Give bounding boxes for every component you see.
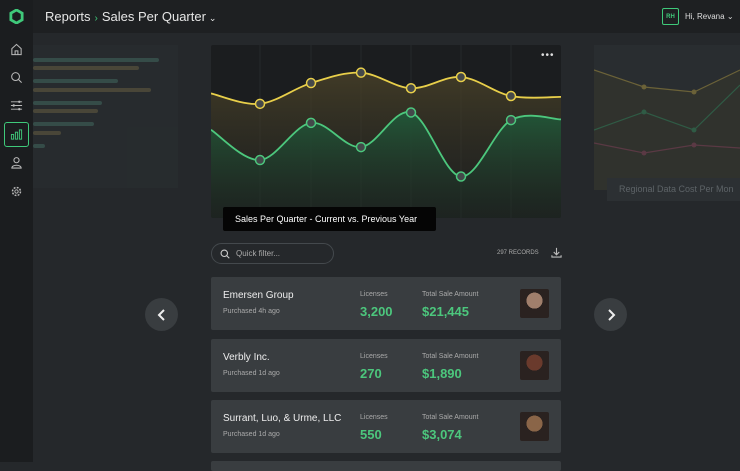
breadcrumb: Reports › Sales Per Quarter ⌄ bbox=[45, 9, 216, 24]
data-point bbox=[405, 83, 417, 94]
side-chart-lines bbox=[593, 69, 740, 190]
user-avatar[interactable]: RH bbox=[662, 8, 679, 25]
next-chart-preview[interactable] bbox=[593, 45, 740, 190]
total-label: Total Sale Amount bbox=[422, 352, 479, 360]
greeting: Hi, Revana bbox=[685, 12, 725, 21]
search-icon bbox=[11, 72, 22, 83]
licenses-value: 550 bbox=[360, 427, 382, 442]
sidebar-item-users[interactable] bbox=[4, 150, 29, 175]
logo-icon bbox=[9, 9, 24, 24]
purchased-time: Purchased 1d ago bbox=[223, 369, 280, 377]
home-icon bbox=[11, 43, 22, 56]
sale-card[interactable]: Verbly Inc. Purchased 1d ago Licenses 27… bbox=[211, 338, 561, 392]
sales-chart bbox=[211, 45, 561, 218]
company-name: Verbly Inc. bbox=[223, 351, 270, 363]
purchased-time: Purchased 4h ago bbox=[223, 308, 280, 315]
licenses-value: 3,200 bbox=[360, 304, 393, 319]
user-menu[interactable]: Hi, Revana ⌄ bbox=[685, 12, 734, 21]
data-point bbox=[305, 77, 317, 89]
chevron-right-icon bbox=[607, 308, 615, 321]
data-point bbox=[505, 114, 517, 126]
customer-avatar bbox=[520, 350, 549, 380]
side-chart-title: Regional Data Cost Per Mon bbox=[607, 178, 740, 201]
company-name: Emersen Group bbox=[223, 290, 294, 301]
total-value: $3,074 bbox=[422, 427, 462, 442]
bar-chart-icon bbox=[10, 129, 23, 140]
next-button[interactable] bbox=[594, 298, 627, 331]
data-point bbox=[455, 171, 467, 182]
data-point bbox=[254, 154, 266, 166]
chevron-down-icon: ⌄ bbox=[726, 12, 734, 21]
quick-filter-placeholder: Quick filter... bbox=[236, 249, 281, 258]
top-bar: Reports › Sales Per Quarter ⌄ RH Hi, Revana… bbox=[33, 0, 740, 33]
user-icon bbox=[11, 157, 22, 169]
gear-icon bbox=[11, 186, 22, 197]
sidebar bbox=[0, 0, 33, 462]
sales-chart-svg bbox=[211, 45, 561, 218]
series-area bbox=[211, 112, 561, 218]
quick-filter-input[interactable]: Quick filter... bbox=[211, 243, 334, 264]
chart-title: Sales Per Quarter - Current vs. Previous… bbox=[223, 207, 436, 231]
total-value: $21,445 bbox=[422, 304, 469, 319]
sidebar-item-settings[interactable] bbox=[4, 179, 29, 204]
customer-avatar bbox=[520, 412, 549, 441]
licenses-value: 270 bbox=[360, 365, 382, 381]
chevron-right-icon: › bbox=[94, 13, 98, 24]
previous-button[interactable] bbox=[145, 298, 178, 331]
breadcrumb-reports[interactable]: Reports bbox=[45, 9, 91, 24]
total-label: Total Sale Amount bbox=[422, 414, 479, 421]
total-value: $1,890 bbox=[422, 365, 462, 381]
download-icon[interactable] bbox=[551, 247, 562, 258]
customer-avatar bbox=[520, 289, 549, 318]
chevron-left-icon bbox=[157, 308, 165, 321]
series-line bbox=[211, 111, 561, 178]
licenses-label: Licenses bbox=[360, 414, 388, 421]
sale-card[interactable]: Emersen Group Purchased 4h ago Licenses … bbox=[211, 277, 561, 330]
breadcrumb-current[interactable]: Sales Per Quarter bbox=[101, 9, 206, 24]
sale-card[interactable]: Surrant, Luo, & Urme, LLC Purchased 1d a… bbox=[211, 400, 561, 453]
records-count: 297 RECORDS bbox=[497, 250, 539, 256]
data-point bbox=[355, 67, 367, 78]
previous-chart-preview[interactable] bbox=[33, 45, 178, 188]
chevron-down-icon[interactable]: ⌄ bbox=[208, 13, 217, 23]
data-point bbox=[254, 98, 266, 110]
licenses-label: Licenses bbox=[360, 291, 388, 298]
data-point bbox=[405, 107, 417, 118]
data-point bbox=[355, 141, 367, 153]
sidebar-item-reports[interactable] bbox=[4, 122, 29, 147]
purchased-time: Purchased 1d ago bbox=[223, 431, 280, 438]
company-name: Surrant, Luo, & Urme, LLC bbox=[223, 413, 342, 424]
more-options-icon[interactable]: ••• bbox=[541, 50, 555, 61]
data-point bbox=[455, 71, 467, 83]
sale-card[interactable] bbox=[211, 461, 561, 471]
sidebar-item-search[interactable] bbox=[4, 65, 29, 90]
total-label: Total Sale Amount bbox=[422, 291, 479, 298]
data-point bbox=[305, 117, 317, 129]
licenses-label: Licenses bbox=[360, 352, 388, 360]
data-point bbox=[505, 90, 517, 102]
sidebar-item-home[interactable] bbox=[4, 37, 29, 62]
sliders-icon bbox=[10, 100, 23, 111]
sidebar-item-filters[interactable] bbox=[4, 93, 29, 118]
search-icon bbox=[220, 249, 230, 259]
